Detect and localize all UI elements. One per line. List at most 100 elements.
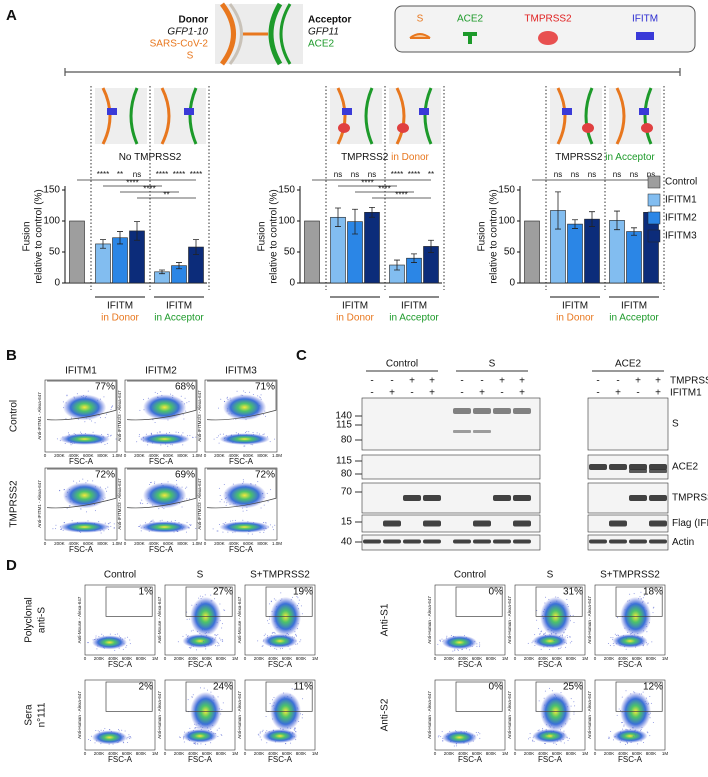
event-dot (56, 438, 58, 440)
donor-membrane (556, 87, 567, 145)
event-dot (222, 702, 224, 704)
y-axis-label: relative to control (%) (489, 189, 500, 283)
x-tick-label: 400K (538, 751, 549, 756)
x-axis-label: FSC-A (268, 660, 293, 669)
event-dot (266, 492, 268, 494)
divider (64, 68, 681, 76)
error-bar (117, 231, 123, 245)
event-dot (189, 727, 191, 729)
event-dot (632, 735, 634, 737)
event-dot (97, 730, 99, 732)
event-dot (106, 442, 108, 444)
significance-label: ns (334, 170, 342, 179)
event-dot (288, 640, 290, 642)
flow-plot: 19% Anti-Mouse - Alexa-647 0 200K 400K 600K 80… (237, 584, 319, 669)
event-dot (204, 743, 206, 745)
band (513, 539, 531, 544)
event-density (63, 394, 107, 421)
event-dot (172, 444, 174, 446)
x-tick-label: 600K (122, 656, 133, 661)
donor-gene: GFP1-10 (167, 27, 208, 38)
legend-swatch (647, 175, 661, 189)
event-dot (110, 408, 112, 410)
gate-percentage: 68% (175, 382, 195, 393)
event-dot (104, 522, 106, 524)
column-header: S+TMPRSS2 (600, 570, 660, 581)
event-dot (544, 743, 546, 745)
x-tick-label: 1.0M (112, 541, 122, 546)
event-dot (257, 395, 259, 397)
event-dot (185, 634, 187, 636)
comparison-label: ** (163, 191, 169, 200)
event-dot (646, 631, 648, 633)
acceptor-membrane (643, 87, 653, 145)
event-dot (108, 435, 110, 437)
significance-label: **** (173, 170, 185, 179)
event-dot (262, 645, 264, 647)
legend-swatch (647, 229, 661, 243)
condition-sign: + (409, 376, 415, 387)
event-dot (297, 643, 299, 645)
event-dot (186, 618, 188, 620)
condition-sign: - (596, 376, 599, 387)
event-dot (104, 417, 106, 419)
event-dot (263, 635, 265, 637)
event-dot (232, 520, 234, 522)
event-dot (73, 480, 75, 482)
band (629, 464, 647, 470)
x-tick-label: 400K (69, 541, 80, 546)
event-dot (613, 645, 615, 647)
event-dot (550, 635, 552, 637)
column-header: IFITM3 (225, 366, 257, 377)
event-dot (479, 733, 481, 735)
event-dot (195, 726, 197, 728)
comparison-label: **** (126, 179, 138, 188)
band (609, 539, 627, 544)
group-header: ACE2 (615, 359, 642, 370)
donor-membrane (101, 87, 112, 145)
event-density (262, 729, 298, 743)
event-dot (252, 432, 254, 434)
cell-schematic (389, 87, 441, 145)
bar (304, 220, 320, 284)
x-tick-label: 200K (524, 751, 535, 756)
x-tick-label: 0 (514, 751, 517, 756)
event-dot (646, 644, 648, 646)
cell-schematic (95, 87, 147, 145)
event-dot (274, 647, 276, 649)
event-dot (160, 431, 162, 433)
legend-swatch (647, 211, 661, 225)
x-tick-label: 400K (458, 656, 469, 661)
event-dot (157, 393, 159, 395)
x-tick-label: 600K (632, 751, 643, 756)
acceptor-membrane (584, 87, 594, 145)
x-tick-label: 0 (84, 656, 87, 661)
x-tick-label: 0 (84, 751, 87, 756)
event-dot (652, 612, 654, 614)
event-dot (64, 443, 66, 445)
band (629, 469, 647, 473)
event-dot (542, 728, 544, 730)
event-dot (292, 596, 294, 598)
legend-label: Control (665, 177, 697, 188)
event-dot (186, 522, 188, 524)
x-tick-label: 400K (108, 751, 119, 756)
y-tick-label: 50 (49, 247, 61, 258)
event-dot (189, 524, 191, 526)
event-dot (216, 530, 218, 532)
ifitm-icon (419, 108, 429, 115)
legend-label: IFITM1 (665, 195, 697, 206)
event-dot (457, 650, 459, 652)
band (473, 539, 491, 544)
event-dot (640, 730, 642, 732)
x-tick-label: 1M (312, 656, 319, 661)
x-tick-label: 400K (188, 751, 199, 756)
event-dot (66, 395, 68, 397)
panel-letter: C (296, 347, 307, 364)
x-tick-label: 200K (254, 751, 265, 756)
acceptor-membrane (423, 87, 433, 145)
event-dot (256, 432, 258, 434)
event-dot (301, 613, 303, 615)
x-tick-label: 400K (69, 453, 80, 458)
y-axis-label: Anti-Human - Alexa-647 (587, 691, 592, 739)
